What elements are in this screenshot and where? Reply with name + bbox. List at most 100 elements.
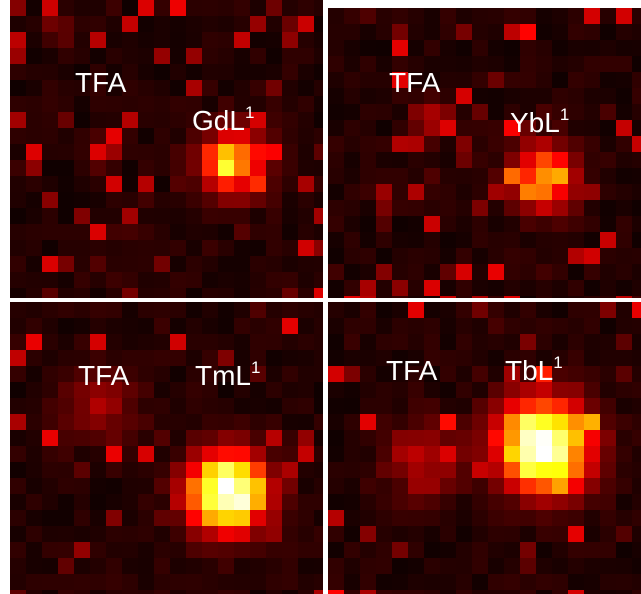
heat-cell xyxy=(520,264,536,280)
heat-cell xyxy=(170,366,186,382)
heat-cell xyxy=(504,232,520,248)
heat-cell xyxy=(360,72,376,88)
heat-cell xyxy=(154,590,170,594)
heat-cell xyxy=(122,272,138,288)
heat-cell xyxy=(408,462,424,478)
heat-cell xyxy=(10,144,26,160)
heat-cell xyxy=(170,382,186,398)
heat-cell xyxy=(186,144,202,160)
heat-cell xyxy=(234,32,250,48)
heat-cell xyxy=(584,88,600,104)
heat-cell xyxy=(266,494,282,510)
heat-cell xyxy=(456,184,472,200)
heat-cell xyxy=(250,64,266,80)
heat-cell xyxy=(440,200,456,216)
heat-cell xyxy=(632,462,641,478)
heat-cell xyxy=(472,350,488,366)
heat-cell xyxy=(282,192,298,208)
heat-cell xyxy=(122,224,138,240)
heat-cell xyxy=(42,112,58,128)
heat-cell xyxy=(122,510,138,526)
heat-cell xyxy=(456,430,472,446)
heat-cell xyxy=(202,302,218,318)
heat-cell xyxy=(456,334,472,350)
heat-cell xyxy=(266,574,282,590)
heat-cell xyxy=(616,398,632,414)
heat-cell xyxy=(218,318,234,334)
heat-cell xyxy=(186,414,202,430)
heat-cell xyxy=(90,574,106,590)
heat-cell xyxy=(298,256,314,272)
heat-cell xyxy=(552,302,568,318)
heat-cell xyxy=(488,120,504,136)
heat-cell xyxy=(360,168,376,184)
heat-cell xyxy=(138,160,154,176)
heat-cell xyxy=(616,334,632,350)
heat-cell xyxy=(218,302,234,318)
heat-cell xyxy=(202,256,218,272)
heat-cell xyxy=(282,462,298,478)
heat-cell xyxy=(584,542,600,558)
heat-cell xyxy=(600,382,616,398)
heat-cell xyxy=(266,144,282,160)
heat-cell xyxy=(344,526,360,542)
heat-cell xyxy=(360,510,376,526)
heat-cell xyxy=(314,510,323,526)
heat-cell xyxy=(250,80,266,96)
heat-cell xyxy=(58,590,74,594)
heat-cell xyxy=(344,430,360,446)
heat-cell xyxy=(202,334,218,350)
heat-cell xyxy=(154,318,170,334)
heat-cell xyxy=(408,318,424,334)
heat-cell xyxy=(552,414,568,430)
heat-cell xyxy=(154,478,170,494)
heat-cell xyxy=(298,318,314,334)
heat-cell xyxy=(552,590,568,594)
heat-cell xyxy=(154,160,170,176)
heat-cell xyxy=(266,16,282,32)
heat-cell xyxy=(234,272,250,288)
heat-cell xyxy=(58,334,74,350)
heat-cell xyxy=(408,494,424,510)
heat-cell xyxy=(632,40,641,56)
heat-cell xyxy=(266,288,282,298)
heat-cell xyxy=(106,318,122,334)
heat-cell xyxy=(234,462,250,478)
heat-cell xyxy=(376,478,392,494)
heat-cell xyxy=(360,318,376,334)
heat-cell xyxy=(186,334,202,350)
heat-cell xyxy=(568,264,584,280)
heat-cell xyxy=(58,16,74,32)
reference-text: TFA xyxy=(386,355,438,386)
heat-cell xyxy=(440,24,456,40)
heat-cell xyxy=(266,350,282,366)
heat-cell xyxy=(282,176,298,192)
heat-cell xyxy=(584,24,600,40)
heat-cell xyxy=(328,56,344,72)
heat-cell xyxy=(472,72,488,88)
heat-cell xyxy=(472,398,488,414)
heat-cell xyxy=(456,366,472,382)
heat-cell xyxy=(472,184,488,200)
heat-cell xyxy=(552,510,568,526)
heat-cell xyxy=(10,318,26,334)
heat-cell xyxy=(58,272,74,288)
heat-cell xyxy=(488,200,504,216)
heat-cell xyxy=(106,510,122,526)
heat-cell xyxy=(584,494,600,510)
heat-cell xyxy=(344,56,360,72)
heat-cell xyxy=(266,366,282,382)
heat-cell xyxy=(26,414,42,430)
heat-cell xyxy=(154,144,170,160)
heat-cell xyxy=(282,272,298,288)
heat-cell xyxy=(42,398,58,414)
heat-cell xyxy=(298,176,314,192)
heat-cell xyxy=(440,152,456,168)
heat-cell xyxy=(360,414,376,430)
heat-cell xyxy=(520,414,536,430)
heat-cell xyxy=(632,104,641,120)
heat-cell xyxy=(600,136,616,152)
heat-cell xyxy=(552,430,568,446)
heat-cell xyxy=(456,462,472,478)
heat-cell xyxy=(328,494,344,510)
